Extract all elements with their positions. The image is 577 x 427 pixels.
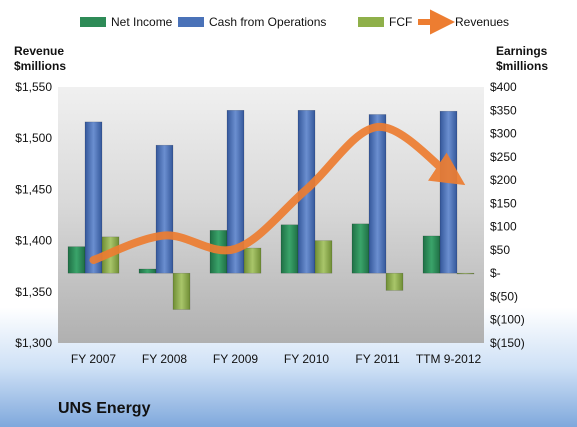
left-axis: $1,550 $1,500 $1,450 $1,400 $1,350 $1,300 [15,80,52,350]
left-tick-label: $1,450 [15,182,52,196]
bar-net-income [280,224,299,274]
x-axis: FY 2007 FY 2008 FY 2009 FY 2010 FY 2011 TTM 9… [71,352,482,366]
legend-swatch-net-income [80,17,106,27]
legend-label-revenues: Revenues [455,15,509,29]
bars [67,110,475,310]
bar-net-income [422,235,441,274]
bar-net-income [351,223,370,274]
company-name: UNS Energy [58,400,151,417]
left-axis-title-line2: $millions [14,59,66,73]
x-tick-label: TTM 9-2012 [416,352,482,366]
left-axis-title-line1: Revenue [14,44,64,58]
bar-fcf [172,272,191,310]
x-tick-label: FY 2010 [284,352,329,366]
bar-net-income [138,268,157,274]
legend-label-net-income: Net Income [111,15,173,29]
bar-cash-from-operations [84,121,103,274]
x-tick-label: FY 2007 [71,352,116,366]
bar-cash-from-operations [368,114,387,274]
right-tick-label: $150 [490,196,517,210]
bar-fcf [385,272,404,291]
right-tick-label: $250 [490,150,517,164]
x-tick-label: FY 2009 [213,352,258,366]
legend-label-fcf: FCF [389,15,412,29]
left-tick-label: $1,500 [15,131,52,145]
right-axis-title-line2: $millions [496,59,548,73]
right-tick-label: $400 [490,80,517,94]
x-tick-label: FY 2011 [355,352,400,366]
bar-fcf [243,247,262,274]
left-tick-label: $1,400 [15,234,52,248]
bar-cash-from-operations [439,110,458,274]
right-tick-label: $350 [490,103,517,117]
left-tick-label: $1,300 [15,336,52,350]
left-tick-label: $1,350 [15,285,52,299]
right-tick-label: $(50) [490,289,518,303]
right-tick-label: $50 [490,243,510,257]
right-tick-label: $100 [490,220,517,234]
revenues-line-layer [89,122,466,265]
right-tick-label: $(100) [490,313,525,327]
bar-cash-from-operations [226,110,245,274]
legend-swatch-fcf [358,17,384,27]
bar-fcf [456,272,475,275]
right-tick-label: $200 [490,173,517,187]
plot-area [58,87,484,343]
right-tick-label: $(150) [490,336,525,350]
right-axis: $400 $350 $300 $250 $200 $150 $100 $50 $- $(50) $(… [490,80,525,350]
bar-net-income [67,246,86,274]
bar-fcf [314,240,333,274]
legend-label-cash-from-operations: Cash from Operations [209,15,326,29]
bar-cash-from-operations [155,144,174,274]
legend-swatch-cash-from-operations [178,17,204,27]
x-tick-label: FY 2008 [142,352,187,366]
left-tick-label: $1,550 [15,80,52,94]
right-tick-label: $300 [490,127,517,141]
right-tick-label: $- [490,266,501,280]
legend: Net Income Cash from Operations FCF Revenue… [80,9,509,35]
revenues-line [89,122,466,265]
right-axis-title-line1: Earnings [496,44,548,58]
